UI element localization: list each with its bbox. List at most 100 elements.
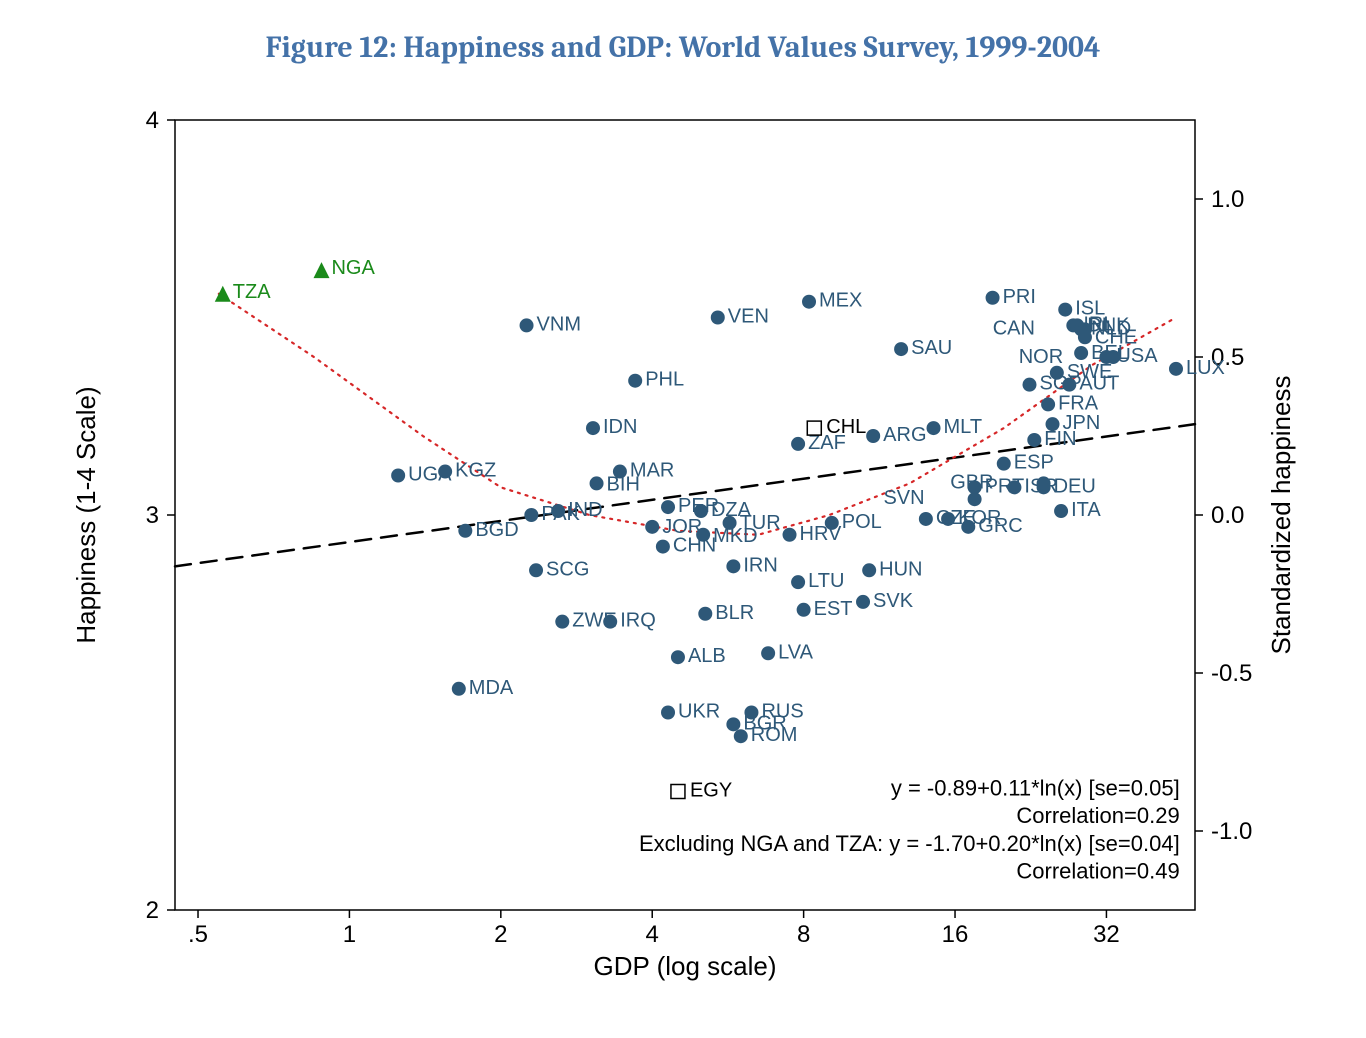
x-axis-label: GDP (log scale): [593, 951, 776, 981]
data-point-label: PHL: [645, 369, 684, 391]
data-point-label: POL: [842, 511, 882, 533]
data-point: [438, 465, 452, 479]
data-point-label: TUR: [740, 512, 781, 534]
data-point-label: GBR: [950, 471, 993, 493]
x-tick-label: 2: [494, 921, 507, 948]
data-point: [783, 528, 797, 542]
data-point: [726, 559, 740, 573]
y-right-tick-label: 0.0: [1211, 502, 1244, 529]
data-point: [1054, 504, 1068, 518]
data-point-label: BLR: [715, 602, 754, 624]
regression-annotation: Correlation=0.49: [1016, 858, 1179, 883]
data-point: [986, 291, 1000, 305]
data-point: [791, 437, 805, 451]
data-point: [1074, 346, 1088, 360]
data-point: [1106, 350, 1120, 364]
data-point-label: ROM: [751, 724, 798, 746]
data-point-triangle: [313, 262, 329, 278]
data-point-label: VEN: [728, 306, 769, 328]
data-point: [968, 492, 982, 506]
data-point-label: UKR: [678, 701, 720, 723]
data-point: [711, 311, 725, 325]
data-point: [997, 457, 1011, 471]
data-point-triangle: [215, 286, 231, 302]
data-point: [919, 512, 933, 526]
data-point-label: PRI: [1003, 286, 1036, 308]
data-point-label: EST: [814, 598, 853, 620]
data-point: [1046, 417, 1060, 431]
data-point-label: LVA: [778, 641, 813, 663]
data-point: [452, 682, 466, 696]
regression-annotation: Excluding NGA and TZA: y = -1.70+0.20*ln…: [639, 831, 1180, 856]
data-point: [1078, 330, 1092, 344]
data-point-label: ITA: [1071, 499, 1101, 521]
data-point: [791, 575, 805, 589]
x-tick-label: 1: [343, 921, 356, 948]
data-point-label: SCG: [546, 558, 589, 580]
data-point: [645, 520, 659, 534]
data-point-label: VNM: [537, 313, 581, 335]
data-point-label: CHN: [673, 535, 716, 557]
data-point-label: MLT: [944, 416, 983, 438]
data-point-label: DEU: [1054, 475, 1096, 497]
figure-container: Figure 12: Happiness and GDP: World Valu…: [0, 0, 1366, 1038]
x-tick-label: 8: [797, 921, 810, 948]
data-point: [1041, 397, 1055, 411]
data-point: [555, 615, 569, 629]
data-point-label: ARG: [883, 424, 926, 446]
data-point-label: SVK: [873, 590, 914, 612]
data-point-label: GRC: [978, 515, 1022, 537]
y-left-axis-label: Happiness (1-4 Scale): [71, 386, 101, 643]
data-point-label: CAN: [993, 317, 1035, 339]
data-point: [862, 563, 876, 577]
y-left-tick-label: 2: [146, 897, 159, 924]
scatter-chart: .512481632GDP (log scale)234Happiness (1…: [0, 0, 1366, 1038]
data-point-label: USA: [1116, 345, 1158, 367]
y-right-tick-label: -1.0: [1211, 818, 1252, 845]
data-point: [1169, 362, 1183, 376]
data-point: [726, 717, 740, 731]
data-point-label: AUT: [1079, 373, 1119, 395]
data-point: [761, 646, 775, 660]
x-tick-label: 16: [942, 921, 969, 948]
y-left-tick-label: 3: [146, 502, 159, 529]
data-point-square: [671, 785, 685, 799]
data-point-label: EGY: [690, 780, 732, 802]
data-point-label: LUX: [1186, 357, 1225, 379]
data-point: [1058, 303, 1072, 317]
data-point: [529, 563, 543, 577]
data-point: [927, 421, 941, 435]
data-point-label: HUN: [879, 558, 922, 580]
data-point-label: CHL: [826, 416, 866, 438]
data-point: [894, 342, 908, 356]
regression-annotation: Correlation=0.29: [1016, 803, 1179, 828]
y-right-tick-label: -0.5: [1211, 660, 1252, 687]
data-point: [391, 469, 405, 483]
data-point-label: IRN: [743, 554, 777, 576]
figure-title: Figure 12: Happiness and GDP: World Valu…: [0, 30, 1366, 65]
x-tick-label: 4: [646, 921, 659, 948]
data-point: [628, 374, 642, 388]
data-point-label: MEX: [819, 290, 862, 312]
data-point: [586, 421, 600, 435]
data-point-label: IDN: [603, 416, 637, 438]
data-point: [551, 504, 565, 518]
y-right-tick-label: 1.0: [1211, 186, 1244, 213]
data-point: [613, 465, 627, 479]
regression-annotation: y = -0.89+0.11*ln(x) [se=0.05]: [891, 775, 1180, 800]
x-tick-label: 32: [1093, 921, 1120, 948]
data-point-label: KGZ: [455, 460, 496, 482]
data-point: [661, 500, 675, 514]
data-point: [723, 516, 737, 530]
data-point: [656, 540, 670, 554]
data-point-label: NOR: [1019, 346, 1063, 368]
data-point: [1027, 433, 1041, 447]
data-point-label: ESP: [1014, 452, 1054, 474]
data-point: [698, 607, 712, 621]
data-point: [734, 729, 748, 743]
data-point-label: BGD: [475, 519, 518, 541]
x-tick-label: .5: [188, 921, 208, 948]
data-point-label: NGA: [331, 257, 375, 279]
data-point: [825, 516, 839, 530]
data-point: [856, 595, 870, 609]
